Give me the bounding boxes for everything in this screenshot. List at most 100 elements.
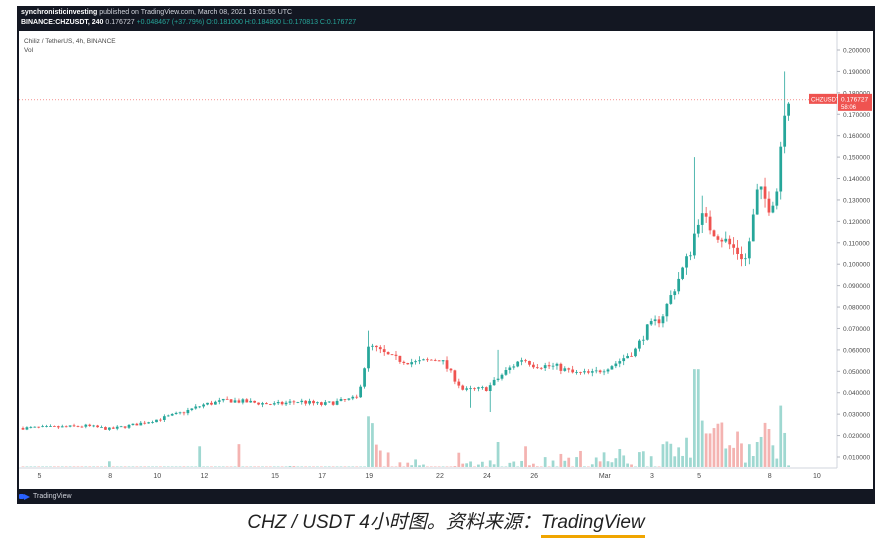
candle-body	[677, 278, 681, 292]
candle-body	[382, 349, 386, 353]
volume-bar	[123, 466, 127, 467]
candle-body	[237, 400, 241, 403]
candle-body	[469, 388, 472, 390]
candle-body	[300, 400, 304, 403]
candle-body	[524, 360, 527, 362]
candle-body	[327, 401, 331, 403]
candle-body	[202, 404, 205, 407]
candle-body	[704, 213, 708, 217]
volume-bar	[363, 466, 366, 467]
candle-body	[567, 368, 571, 370]
volume-bar	[374, 444, 378, 467]
volume-bar	[692, 369, 696, 467]
candle-body	[367, 346, 370, 369]
volume-bar	[100, 466, 103, 467]
candle-body	[610, 366, 614, 370]
volume-bar	[638, 452, 641, 467]
volume-bar	[747, 444, 751, 467]
candle-body	[394, 354, 398, 356]
candle-body	[339, 399, 343, 401]
candle-body	[716, 236, 720, 240]
volume-bar	[437, 466, 441, 467]
volume-bar	[504, 466, 508, 467]
candle-body	[480, 387, 484, 388]
volume-bar	[398, 462, 402, 467]
candle-body	[37, 426, 41, 428]
candle-body	[689, 255, 692, 257]
chart-area[interactable]: 0.200000 0.190000 0.180000 0.170000 0.160000…	[19, 31, 873, 489]
ohlc-values: O:0.181000 H:0.184800 L:0.170813 C:0.176…	[206, 19, 357, 26]
symbol-text: BINANCE:CHZUSDT, 240	[21, 19, 104, 26]
volume-bar	[712, 428, 716, 467]
candle-body	[712, 230, 716, 237]
volume-bar	[532, 463, 535, 467]
candle-body	[477, 387, 480, 389]
candle-body	[630, 355, 633, 357]
volume-bar	[740, 443, 743, 467]
volume-bar	[606, 461, 610, 467]
volume-bar	[677, 447, 681, 467]
candle-body	[233, 400, 237, 403]
candle-body	[170, 413, 174, 416]
volume-bar	[25, 466, 29, 467]
x-tick-label: 19	[365, 473, 373, 480]
candle-body	[135, 423, 139, 426]
candle-body	[127, 424, 131, 428]
y-tick-label: 0.020000	[843, 433, 870, 440]
candle-body	[755, 189, 759, 215]
volume-bar	[292, 466, 296, 467]
volume-bar	[583, 466, 586, 467]
candle-body	[492, 379, 496, 386]
volume-bar	[535, 466, 539, 467]
tradingview-logo-icon[interactable]	[19, 493, 30, 500]
y-tick-label: 0.120000	[843, 219, 870, 226]
brand-label[interactable]: TradingView	[33, 492, 72, 500]
candle-body	[166, 415, 170, 417]
volume-bar	[622, 455, 626, 467]
candle-body	[555, 363, 559, 366]
candle-body	[728, 238, 732, 245]
volume-bar	[661, 444, 665, 467]
volume-bar	[312, 466, 315, 467]
candle-body	[374, 345, 378, 348]
candle-body	[155, 419, 158, 423]
price-chart[interactable]: 0.200000 0.190000 0.180000 0.170000 0.160000…	[19, 31, 873, 489]
volume-bar	[323, 466, 327, 467]
volume-bar	[320, 466, 323, 467]
volume-bar	[88, 466, 92, 467]
volume-bar	[594, 457, 598, 467]
volume-bar	[500, 466, 504, 467]
volume-bar	[634, 466, 637, 467]
candle-body	[316, 402, 319, 404]
candle-body	[775, 191, 779, 206]
x-tick-label: Mar	[599, 473, 612, 480]
candle-body	[147, 422, 151, 424]
volume-bar	[641, 451, 645, 467]
volume-bar	[543, 457, 547, 467]
volume-bar	[202, 466, 205, 467]
volume-bar	[551, 460, 555, 467]
volume-bar	[308, 466, 311, 467]
y-tick-label: 0.050000	[843, 369, 870, 376]
volume-bar	[449, 466, 453, 467]
volume-bar	[696, 369, 700, 467]
candle-body	[323, 402, 327, 405]
caption-source[interactable]: TradingView	[540, 512, 645, 538]
candle-body	[49, 426, 52, 427]
candle-body	[96, 425, 99, 428]
volume-bar	[178, 466, 182, 467]
volume-bar	[406, 462, 410, 467]
x-tick-label: 3	[650, 473, 654, 480]
candle-body	[53, 426, 56, 427]
price-tag-box	[838, 93, 872, 111]
volume-bar	[268, 466, 272, 467]
volume-bar	[139, 466, 143, 467]
publisher-name[interactable]: synchronisticinvesting	[21, 9, 98, 16]
candle-body	[744, 258, 747, 260]
volume-bar	[182, 466, 186, 467]
volume-bar	[347, 466, 351, 467]
price-countdown: 58:06	[841, 105, 857, 111]
y-tick-label: 0.070000	[843, 326, 870, 333]
volume-bar	[198, 446, 202, 467]
volume-bar	[559, 453, 563, 467]
